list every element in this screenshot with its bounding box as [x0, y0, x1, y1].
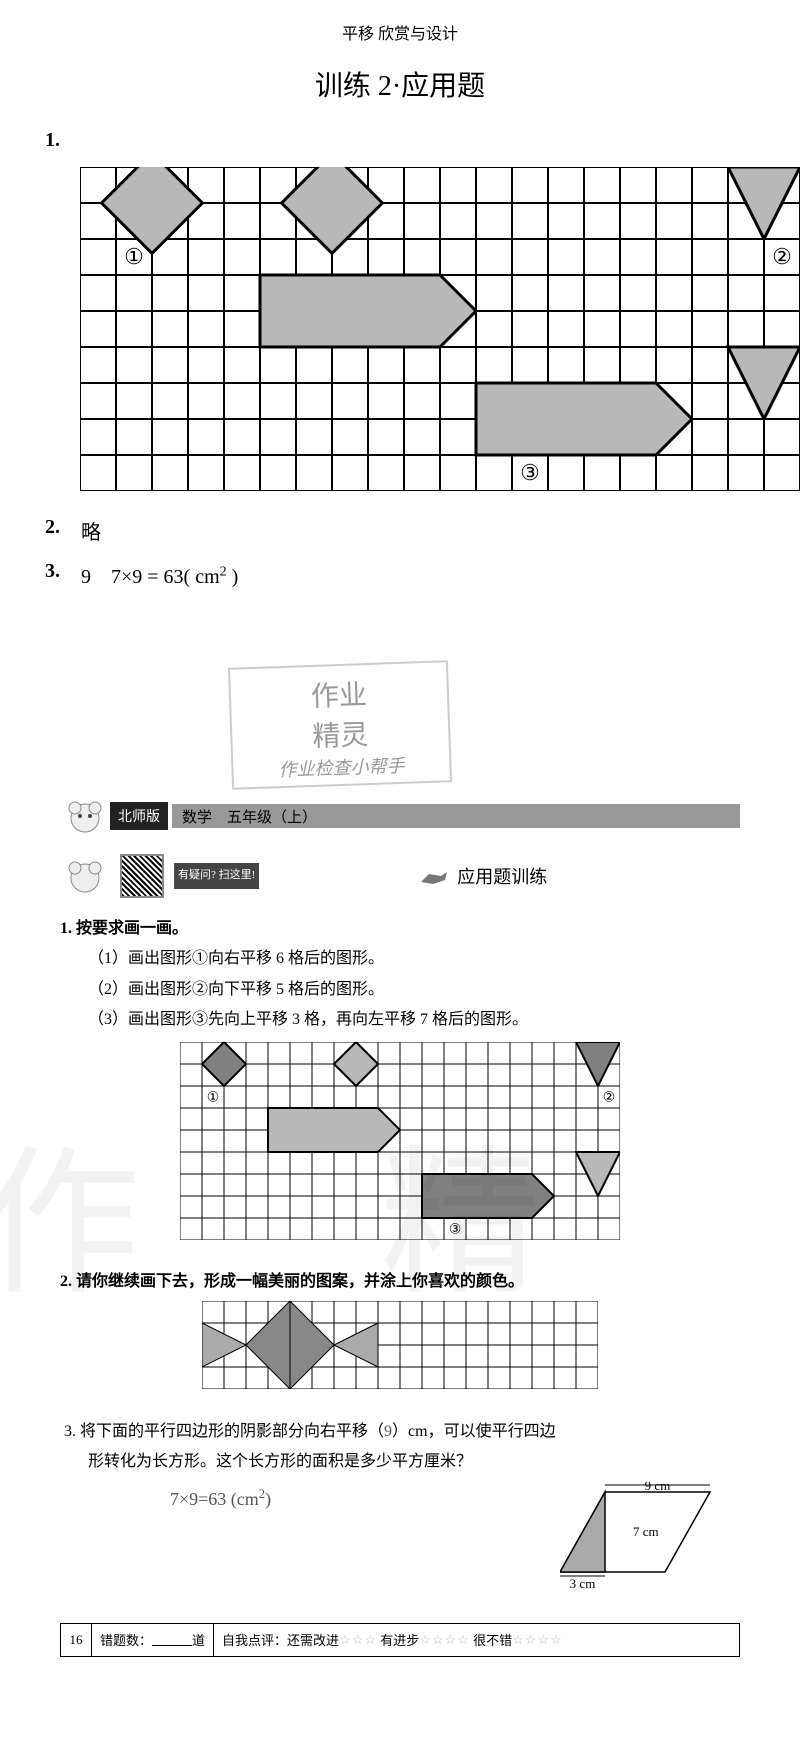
answer-2-text: 略 [81, 516, 755, 545]
edition-subject: 数学 五年级（上） [172, 804, 740, 828]
svg-text:③: ③ [520, 460, 540, 485]
answer-3: 3. 9 7×9 = 63( cm2 ) [45, 560, 755, 589]
topic-label: 平移 欣赏与设计 [20, 20, 780, 44]
svg-text:③: ③ [449, 1222, 462, 1237]
qr-label: 有疑问? 扫这里! [174, 863, 259, 888]
q3-fill: 9 [384, 1423, 392, 1440]
qr-code [120, 854, 164, 898]
wrong-unit: 道 [192, 1630, 205, 1649]
answer-1-num: 1. [45, 129, 69, 152]
opt2: 有进步 [380, 1630, 419, 1649]
stars-icon: ☆☆☆ [339, 1632, 377, 1648]
svg-text:②: ② [603, 1090, 616, 1105]
q1-s2: （2）画出图形②向下平移 5 格后的图形。 [88, 975, 740, 1005]
answer-2-num: 2. [45, 516, 69, 539]
svg-text:3 cm: 3 cm [570, 1576, 596, 1591]
svg-text:②: ② [772, 244, 792, 269]
q3-t2: ）cm，可以使平行四边 [392, 1423, 556, 1440]
footer: 16 错题数： 道 自我点评： 还需改进 ☆☆☆ 有进步 ☆☆☆☆ 很不错 ☆☆… [60, 1623, 740, 1657]
svg-text:7 cm: 7 cm [633, 1524, 659, 1539]
page-number: 16 [61, 1632, 91, 1648]
svg-text:①: ① [124, 244, 144, 269]
edition-bar: 北师版 数学 五年级（上） [60, 796, 740, 836]
answer-2: 2. 略 [45, 516, 755, 545]
figure-3 [202, 1301, 598, 1389]
q1-s3: （3）画出图形③先向上平移 3 格，再向左平移 7 格后的图形。 [88, 1005, 740, 1035]
banner-l3: 作业检查小帮手 [253, 751, 430, 783]
crocodile-icon [419, 864, 449, 888]
self-label: 自我点评： [222, 1630, 287, 1649]
q1-s1: （1）画出图形①向右平移 6 格后的图形。 [88, 944, 740, 974]
answer-3-num: 3. [45, 560, 69, 583]
question-1: 1. 按要求画一画。 （1）画出图形①向右平移 6 格后的图形。 （2）画出图形… [60, 914, 740, 1251]
banner-l1: 作业 [250, 671, 427, 717]
answer-1: 1. [45, 129, 755, 152]
section-title: 应用题训练 [457, 863, 547, 889]
parallelogram-figure: 9 cm 7 cm 3 cm [560, 1482, 730, 1613]
q3-t3: 形转化为长方形。这个长方形的面积是多少平方厘米？ [88, 1447, 740, 1477]
stars-icon: ☆☆☆☆ [512, 1632, 563, 1648]
edition-tag: 北师版 [110, 802, 168, 830]
wrong-label: 错题数： [100, 1630, 152, 1649]
bear-icon [60, 796, 110, 836]
opt3: 很不错 [473, 1630, 512, 1649]
question-3: 3. 将下面的平行四边形的阴影部分向右平移（9）cm，可以使平行四边 形转化为长… [60, 1417, 740, 1516]
opt1: 还需改进 [287, 1630, 339, 1649]
svg-text:9 cm: 9 cm [645, 1482, 671, 1493]
bear-icon-2 [60, 856, 110, 896]
banner-l2: 精灵 [252, 711, 429, 757]
banner-note: 作业 精灵 作业检查小帮手 [228, 660, 452, 790]
question-2: 2. 请你继续画下去，形成一幅美丽的图案，并涂上你喜欢的颜色。 [60, 1267, 740, 1401]
wrong-blank [152, 1633, 192, 1646]
q2-head: 2. 请你继续画下去，形成一幅美丽的图案，并涂上你喜欢的颜色。 [60, 1267, 740, 1297]
figure-2: ① ② ③ [180, 1042, 620, 1240]
figure-1: ①②③ [80, 167, 755, 496]
answer-3-text: 9 7×9 = 63( cm2 ) [81, 560, 755, 589]
stars-icon: ☆☆☆☆ [419, 1632, 470, 1648]
svg-text:①: ① [207, 1090, 220, 1105]
q1-head: 1. 按要求画一画。 [60, 914, 740, 944]
page-title: 训练 2·应用题 [20, 64, 780, 104]
q3-t1: 3. 将下面的平行四边形的阴影部分向右平移（ [64, 1423, 384, 1440]
